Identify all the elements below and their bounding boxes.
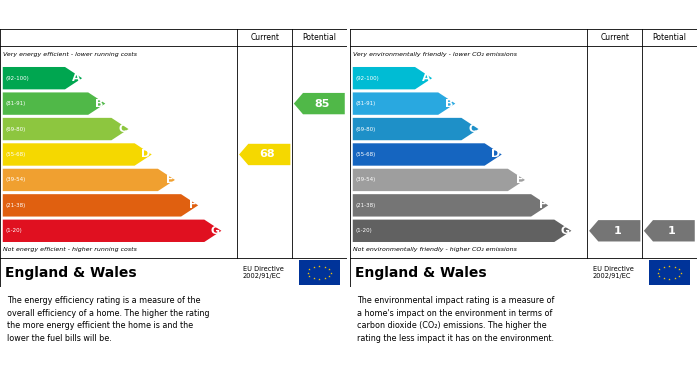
FancyBboxPatch shape <box>649 260 689 285</box>
Text: (39-54): (39-54) <box>355 178 375 183</box>
Text: (55-68): (55-68) <box>5 152 25 157</box>
Polygon shape <box>353 92 455 115</box>
Text: 1: 1 <box>668 226 676 236</box>
Text: EU Directive
2002/91/EC: EU Directive 2002/91/EC <box>592 266 634 279</box>
Text: F: F <box>539 200 547 210</box>
Text: (81-91): (81-91) <box>5 101 25 106</box>
Text: England & Wales: England & Wales <box>355 265 486 280</box>
Text: B: B <box>445 99 454 109</box>
Text: A: A <box>421 73 430 83</box>
Text: 85: 85 <box>314 99 330 109</box>
Text: Energy Efficiency Rating: Energy Efficiency Rating <box>5 8 168 21</box>
Text: (1-20): (1-20) <box>5 228 22 233</box>
Polygon shape <box>3 143 152 166</box>
Text: G: G <box>561 226 570 236</box>
Text: 68: 68 <box>260 149 275 160</box>
Text: Environmental Impact (CO₂) Rating: Environmental Impact (CO₂) Rating <box>355 8 587 21</box>
Polygon shape <box>353 118 479 140</box>
Text: E: E <box>516 175 523 185</box>
Text: D: D <box>141 149 150 160</box>
Polygon shape <box>3 220 221 242</box>
Text: The energy efficiency rating is a measure of the
overall efficiency of a home. T: The energy efficiency rating is a measur… <box>7 296 209 343</box>
Polygon shape <box>3 67 82 90</box>
Text: (55-68): (55-68) <box>355 152 375 157</box>
Polygon shape <box>353 143 502 166</box>
Text: (21-38): (21-38) <box>5 203 25 208</box>
Text: A: A <box>71 73 80 83</box>
Text: England & Wales: England & Wales <box>5 265 136 280</box>
Polygon shape <box>3 118 129 140</box>
FancyBboxPatch shape <box>299 260 340 285</box>
Polygon shape <box>589 220 640 242</box>
Polygon shape <box>239 144 290 165</box>
Text: C: C <box>469 124 477 134</box>
Text: 1: 1 <box>614 226 622 236</box>
Text: Very energy efficient - lower running costs: Very energy efficient - lower running co… <box>4 52 137 57</box>
Text: F: F <box>189 200 197 210</box>
Text: (92-100): (92-100) <box>5 76 29 81</box>
Text: (92-100): (92-100) <box>355 76 379 81</box>
Polygon shape <box>3 194 198 217</box>
Text: (69-80): (69-80) <box>355 127 375 131</box>
Text: B: B <box>95 99 104 109</box>
Text: C: C <box>119 124 127 134</box>
Text: Not energy efficient - higher running costs: Not energy efficient - higher running co… <box>4 248 137 253</box>
Text: Very environmentally friendly - lower CO₂ emissions: Very environmentally friendly - lower CO… <box>354 52 517 57</box>
Text: D: D <box>491 149 500 160</box>
Text: Current: Current <box>250 33 279 42</box>
Polygon shape <box>353 220 571 242</box>
Text: Potential: Potential <box>302 33 336 42</box>
Polygon shape <box>353 169 525 191</box>
Polygon shape <box>3 92 105 115</box>
Polygon shape <box>353 194 548 217</box>
Polygon shape <box>294 93 345 114</box>
Text: G: G <box>211 226 220 236</box>
Text: (81-91): (81-91) <box>355 101 375 106</box>
Text: E: E <box>166 175 173 185</box>
Text: Not environmentally friendly - higher CO₂ emissions: Not environmentally friendly - higher CO… <box>354 248 517 253</box>
Text: (1-20): (1-20) <box>355 228 372 233</box>
Text: (69-80): (69-80) <box>5 127 25 131</box>
Polygon shape <box>3 169 175 191</box>
Text: The environmental impact rating is a measure of
a home's impact on the environme: The environmental impact rating is a mea… <box>357 296 554 343</box>
Text: (21-38): (21-38) <box>355 203 375 208</box>
Text: EU Directive
2002/91/EC: EU Directive 2002/91/EC <box>243 266 284 279</box>
Polygon shape <box>353 67 432 90</box>
Text: (39-54): (39-54) <box>5 178 25 183</box>
Text: Potential: Potential <box>652 33 686 42</box>
Text: Current: Current <box>600 33 629 42</box>
Polygon shape <box>644 220 695 242</box>
